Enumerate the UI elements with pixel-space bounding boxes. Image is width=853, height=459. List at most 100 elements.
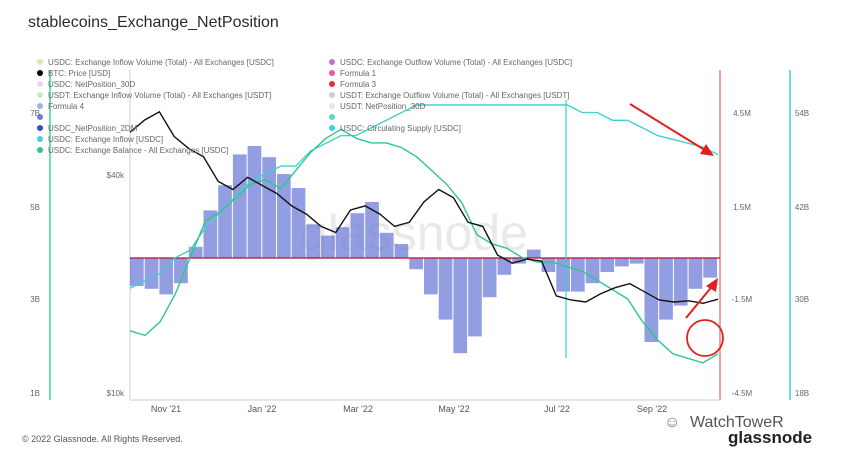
legend-swatch (329, 81, 335, 87)
netposition-bar (644, 258, 659, 342)
netposition-bar (130, 258, 144, 286)
netposition-bars (130, 146, 717, 354)
legend-swatch (37, 125, 43, 131)
netposition-bar (247, 146, 262, 258)
netposition-bar (144, 258, 159, 289)
axis-tick-label: 18B (795, 389, 809, 398)
wechat-icon: ☺ (664, 414, 681, 431)
netposition-bar (291, 188, 306, 258)
legend-swatch (329, 92, 335, 98)
netposition-bar (306, 224, 321, 258)
btc-price-line (129, 110, 719, 305)
legend-label: USDC_NetPosition_2DM (48, 124, 138, 133)
x-tick-label: Jan '22 (248, 404, 277, 414)
x-tick-label: Sep '22 (637, 404, 667, 414)
netposition-bar (379, 232, 394, 258)
legend-label: Formula 1 (340, 69, 377, 78)
legend-label: Formula 3 (340, 80, 377, 89)
glassnode-logo: glassnode (728, 428, 813, 447)
netposition-bar (350, 213, 365, 258)
axis-tick-label: 54B (795, 109, 809, 118)
chart-title: stablecoins_Exchange_NetPosition (28, 14, 279, 31)
netposition-bar (321, 235, 335, 258)
netposition-bar (659, 258, 673, 320)
axis-tick-label: 42B (795, 203, 809, 212)
wechat-watermark-label: WatchToweR (690, 414, 784, 431)
netposition-bar (453, 258, 468, 354)
netposition-bar (688, 258, 703, 289)
legend-swatch (329, 70, 335, 76)
x-tick-label: May '22 (438, 404, 469, 414)
x-tick-label: Jul '22 (544, 404, 570, 414)
netposition-bar (335, 227, 350, 258)
netposition-bar (409, 258, 423, 270)
annotation-circle (686, 319, 724, 357)
axis-tick-label: $10k (107, 389, 125, 398)
netposition-bar (629, 258, 644, 264)
axis-tick-label: 3B (30, 295, 40, 304)
legend-swatch (329, 125, 335, 131)
legend-label: BTC: Price [USD] (48, 69, 110, 78)
netposition-bar (232, 154, 247, 258)
netposition-bar (365, 202, 379, 258)
legend-swatch (37, 136, 43, 142)
legend-label: Formula 4 (48, 102, 85, 111)
axis-tick-label: 1.5M (733, 203, 751, 212)
legend-swatch (37, 114, 43, 120)
netposition-bar (497, 258, 512, 275)
legend-swatch (329, 114, 335, 120)
annotation-arrow-top-head (700, 144, 714, 156)
axis-tick-label: -1.5M (732, 295, 753, 304)
netposition-bar (424, 258, 438, 295)
netposition-bar (526, 249, 541, 258)
netposition-bar (188, 246, 203, 258)
netposition-bar (277, 174, 291, 258)
axis-tick-label: -4.5M (732, 389, 753, 398)
axis-tick-label: 1B (30, 389, 40, 398)
legend-label: USDC: Exchange Outflow Volume (Total) - … (340, 58, 572, 67)
legend-label: USDT: Exchange Inflow Volume (Total) - A… (48, 91, 271, 100)
annotation-arrow-top-shaft (629, 103, 709, 153)
netposition-bar (218, 185, 232, 258)
netposition-bar (600, 258, 615, 272)
axis-tick-label: $40k (107, 171, 125, 180)
legend-label: USDT: Exchange Outflow Volume (Total) - … (340, 91, 569, 100)
legend-label: USDC: NetPosition_30D (48, 80, 135, 89)
x-tick-label: Mar '22 (343, 404, 373, 414)
annotation-arrow-bottom-shaft (685, 283, 715, 319)
netposition-bar (615, 258, 629, 267)
netposition-bar (174, 258, 188, 284)
axis-tick-label: 30B (795, 295, 809, 304)
netposition-bar (438, 258, 453, 320)
exchange-balance-line (129, 128, 719, 364)
legend-label: USDC: Exchange Inflow Volume (Total) - A… (48, 58, 274, 67)
legend-swatch (37, 147, 43, 153)
legend-label: USDC: Circulating Supply [USDC] (340, 124, 461, 133)
axis-tick-label: 7B (30, 109, 40, 118)
copyright-footer: © 2022 Glassnode. All Rights Reserved. (22, 434, 183, 444)
netposition-bar (571, 258, 585, 292)
legend-label: USDT: NetPosition_30D (340, 102, 426, 111)
legend-swatch (37, 81, 43, 87)
netposition-bar (468, 258, 482, 337)
netposition-bar (482, 258, 497, 298)
legend-swatch (37, 70, 43, 76)
legend-label: USDC: Exchange Inflow [USDC] (48, 135, 163, 144)
legend-swatch (37, 103, 43, 109)
netposition-bar (203, 210, 218, 258)
netposition-bar (673, 258, 688, 306)
legend-label: USDC: Exchange Balance - All Exchanges [… (48, 146, 229, 155)
netposition-bar (585, 258, 600, 284)
legend-swatch (37, 92, 43, 98)
axis-tick-label: 4.5M (733, 109, 751, 118)
netposition-bar (703, 258, 717, 278)
annotation-arrow-bottom-head (706, 278, 718, 292)
x-tick-label: Nov '21 (151, 404, 181, 414)
legend-swatch (329, 59, 335, 65)
netposition-bar (159, 258, 174, 295)
axis-tick-label: 5B (30, 203, 40, 212)
netposition-bar (262, 157, 276, 258)
netposition-bar (556, 258, 570, 292)
legend-swatch (37, 59, 43, 65)
